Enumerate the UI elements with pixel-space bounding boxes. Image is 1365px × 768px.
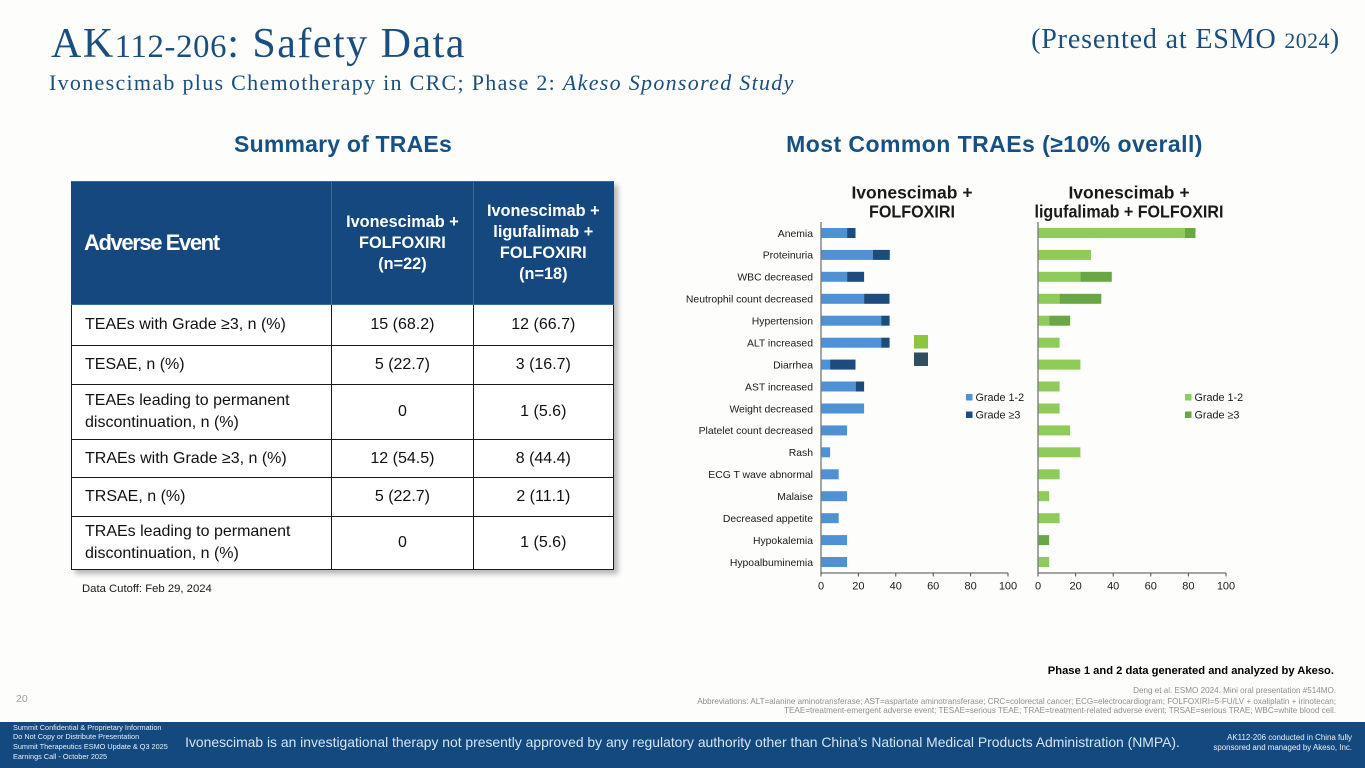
svg-text:Grade ≥3: Grade ≥3 — [1195, 410, 1240, 422]
svg-text:Neutrophil count decreased: Neutrophil count decreased — [686, 295, 813, 306]
svg-text:AST increased: AST increased — [745, 382, 813, 393]
svg-text:100: 100 — [999, 581, 1017, 593]
svg-text:Grade ≥3: Grade ≥3 — [976, 410, 1021, 422]
svg-text:Hypertension: Hypertension — [752, 317, 813, 328]
svg-text:WBC decreased: WBC decreased — [737, 273, 813, 284]
svg-text:ECG T wave abnormal: ECG T wave abnormal — [708, 470, 813, 481]
svg-text:20: 20 — [852, 581, 864, 593]
svg-text:Decreased appetite: Decreased appetite — [723, 514, 813, 525]
svg-text:FOLFOXIRI: FOLFOXIRI — [869, 202, 955, 222]
svg-text:20: 20 — [1069, 581, 1081, 593]
svg-text:60: 60 — [1145, 581, 1157, 593]
svg-text:80: 80 — [1182, 581, 1194, 593]
svg-text:Malaise: Malaise — [777, 492, 813, 503]
svg-text:100: 100 — [1217, 581, 1235, 593]
svg-text:0: 0 — [1035, 581, 1041, 593]
svg-text:Platelet count decreased: Platelet count decreased — [699, 426, 814, 437]
svg-text:Rash: Rash — [789, 448, 813, 459]
svg-text:80: 80 — [964, 581, 976, 593]
svg-text:Grade 1-2: Grade 1-2 — [976, 392, 1025, 404]
svg-text:Hypoalbuminemia: Hypoalbuminemia — [730, 558, 813, 569]
svg-text:Proteinuria: Proteinuria — [763, 251, 813, 262]
svg-text:Anemia: Anemia — [778, 229, 813, 240]
svg-text:Ivonescimab +: Ivonescimab + — [851, 183, 972, 203]
svg-text:40: 40 — [1107, 581, 1119, 593]
svg-text:60: 60 — [927, 581, 939, 593]
svg-text:Grade 1-2: Grade 1-2 — [1195, 392, 1244, 404]
svg-text:ligufalimab + FOLFOXIRI: ligufalimab + FOLFOXIRI — [1035, 202, 1224, 222]
svg-text:ALT increased: ALT increased — [747, 339, 813, 350]
svg-text:Ivonescimab +: Ivonescimab + — [1068, 183, 1189, 203]
svg-text:Weight decreased: Weight decreased — [729, 404, 813, 415]
svg-text:Diarrhea: Diarrhea — [773, 360, 813, 371]
svg-text:Hypokalemia: Hypokalemia — [753, 536, 813, 547]
svg-text:40: 40 — [890, 581, 902, 593]
svg-text:0: 0 — [818, 581, 824, 593]
